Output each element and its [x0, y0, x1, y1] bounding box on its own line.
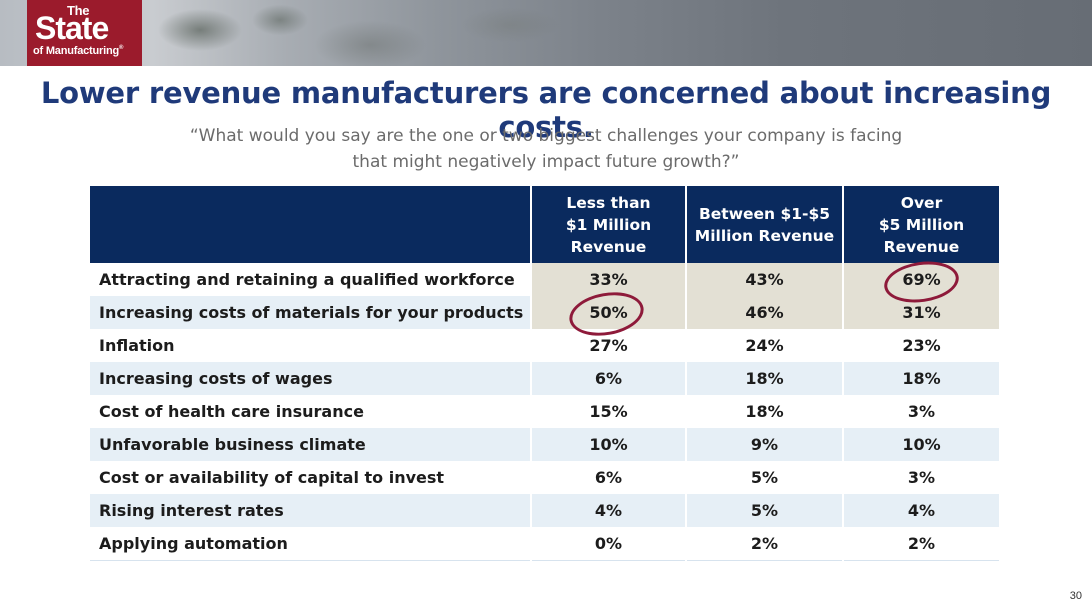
value-1m-5m: 24% [686, 329, 844, 362]
header-over-5m: Over $5 Million Revenue [843, 186, 999, 263]
value-1m-5m: 2% [686, 527, 844, 561]
value-1m-5m: 43% [686, 263, 844, 296]
row-label: Applying automation [90, 527, 532, 561]
table-row: Increasing costs of wages 6% 18% 18% [90, 362, 999, 395]
table-row: Applying automation 0% 2% 2% [90, 527, 999, 561]
value-under-1m: 4% [531, 494, 687, 527]
row-label: Cost of health care insurance [90, 395, 532, 428]
slide-title: Lower revenue manufacturers are concerne… [40, 76, 1052, 144]
value-over-5m: 69% [843, 263, 999, 296]
row-label: Cost or availability of capital to inves… [90, 461, 532, 494]
logo-state: State [35, 10, 109, 46]
value-over-5m: 3% [843, 461, 999, 494]
logo-subtitle: of Manufacturing® [33, 45, 124, 57]
table-row: Cost of health care insurance 15% 18% 3% [90, 395, 999, 428]
value-1m-5m: 18% [686, 362, 844, 395]
value-over-5m: 3% [843, 395, 999, 428]
state-of-manufacturing-logo: The State of Manufacturing® [27, 0, 142, 66]
survey-question-line-1: “What would you say are the one or two b… [189, 126, 903, 146]
value-over-5m: 10% [843, 428, 999, 461]
value-1m-5m: 18% [686, 395, 844, 428]
header-banner: The State of Manufacturing® [0, 0, 1092, 66]
page-number: 30 [1069, 590, 1082, 602]
value-1m-5m: 46% [686, 296, 844, 329]
header-empty [90, 186, 532, 263]
row-label: Unfavorable business climate [90, 428, 532, 461]
header-1m-5m: Between $1-$5 Million Revenue [686, 186, 844, 263]
row-label: Increasing costs of materials for your p… [90, 296, 532, 329]
value-over-5m: 18% [843, 362, 999, 395]
challenges-table: Less than $1 Million Revenue Between $1-$5… [90, 186, 999, 561]
logo-the: The [67, 3, 90, 18]
value-over-5m: 4% [843, 494, 999, 527]
survey-question: “What would you say are the one or two b… [0, 123, 1092, 175]
table-header-row: Less than $1 Million Revenue Between $1-$5… [90, 186, 999, 263]
value-under-1m: 27% [531, 329, 687, 362]
banner-image [130, 0, 650, 66]
row-label: Increasing costs of wages [90, 362, 532, 395]
table-row: Unfavorable business climate 10% 9% 10% [90, 428, 999, 461]
value-under-1m: 15% [531, 395, 687, 428]
table-row: Attracting and retaining a qualified wor… [90, 263, 999, 296]
row-label: Inflation [90, 329, 532, 362]
table-row: Rising interest rates 4% 5% 4% [90, 494, 999, 527]
value-under-1m: 6% [531, 461, 687, 494]
value-under-1m: 6% [531, 362, 687, 395]
value-under-1m: 50% [531, 296, 687, 329]
table-row: Inflation 27% 24% 23% [90, 329, 999, 362]
value-1m-5m: 5% [686, 494, 844, 527]
row-label: Rising interest rates [90, 494, 532, 527]
value-under-1m: 10% [531, 428, 687, 461]
survey-question-line-2: that might negatively impact future grow… [352, 152, 740, 172]
row-label: Attracting and retaining a qualified wor… [90, 263, 532, 296]
value-1m-5m: 9% [686, 428, 844, 461]
value-under-1m: 0% [531, 527, 687, 561]
header-under-1m: Less than $1 Million Revenue [531, 186, 687, 263]
value-over-5m: 31% [843, 296, 999, 329]
table-row: Cost or availability of capital to inves… [90, 461, 999, 494]
value-over-5m: 23% [843, 329, 999, 362]
table-row: Increasing costs of materials for your p… [90, 296, 999, 329]
value-over-5m: 2% [843, 527, 999, 561]
value-under-1m: 33% [531, 263, 687, 296]
value-1m-5m: 5% [686, 461, 844, 494]
